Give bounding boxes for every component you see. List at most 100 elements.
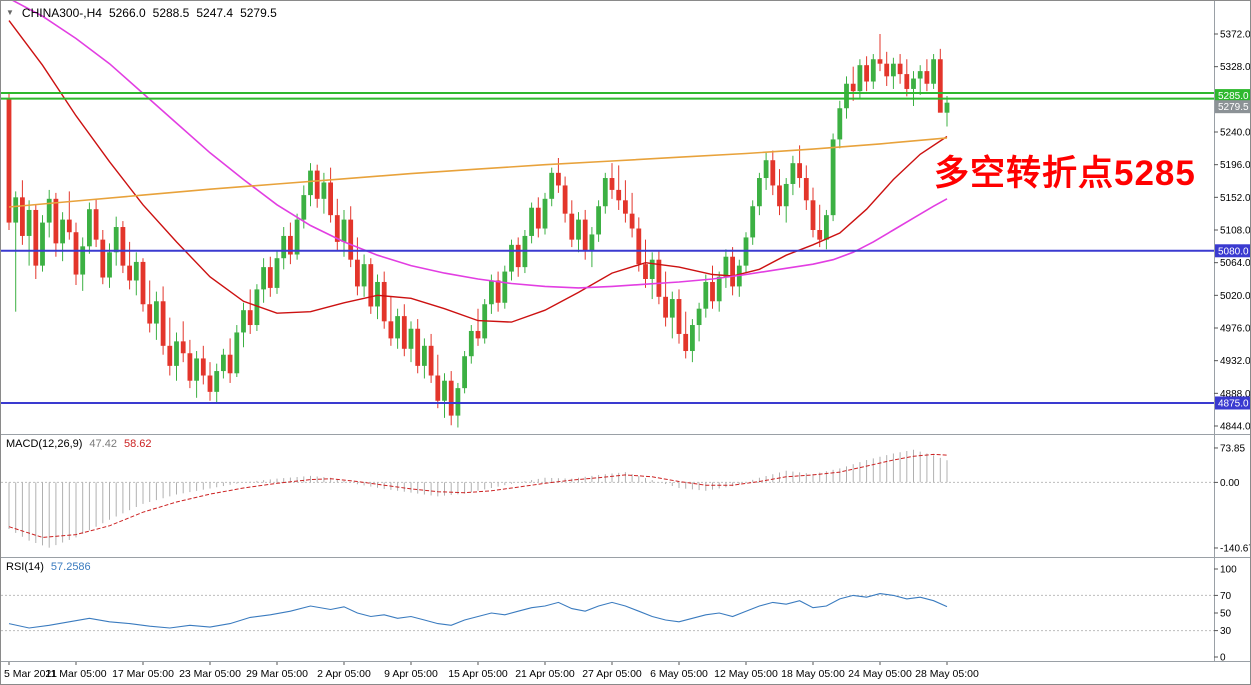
candle-body-down (803, 178, 809, 201)
candle-body-up (589, 234, 595, 251)
macd-scale-label: -140.67 (1220, 543, 1251, 554)
candle-body-up (824, 215, 829, 240)
macd-scale-label: 0.00 (1220, 478, 1240, 489)
candle-body-down (160, 301, 166, 346)
annotation-text[interactable]: 多空转折点5285 (934, 154, 1196, 193)
candle-body-down (415, 328, 421, 366)
candle-body-up (442, 380, 447, 401)
price-badge-gray (1215, 100, 1250, 114)
candle-body-up (911, 78, 916, 89)
candle-body-down (20, 197, 25, 236)
candle-body-up (462, 356, 467, 389)
price-badge-green (1215, 89, 1250, 103)
candle-body-up (870, 59, 876, 82)
candle-body-up (254, 289, 260, 326)
candle-body-down (562, 185, 568, 214)
candle-body-down (288, 235, 293, 255)
candle-body-down (33, 209, 39, 266)
candle-body-down (328, 182, 333, 216)
price-scale-label: 4844.0 (1220, 422, 1251, 433)
candle-body-up (194, 358, 199, 381)
candle-body-up (649, 259, 655, 279)
candle-body-down (247, 310, 253, 326)
candle-body-up (602, 178, 608, 207)
guide-lines-layer (1, 481, 1214, 632)
macd-layer (8, 449, 948, 548)
price-badge-label: 5279.5 (1218, 102, 1249, 113)
ma-magenta-line (12, 1, 948, 289)
candle-body-down (582, 219, 588, 251)
candle-body-up (669, 299, 675, 318)
candle-body-up (341, 219, 347, 242)
candle-body-up (308, 170, 313, 196)
time-axis-label: 15 Apr 05:00 (448, 668, 508, 680)
candle-body-up (174, 341, 179, 366)
candle-body-down (200, 358, 206, 376)
candle-body-up (723, 256, 729, 277)
candle-body-down (147, 304, 153, 324)
frame-layer (1, 1, 1250, 662)
rsi-scale-label: 100 (1220, 565, 1237, 576)
candle-body-down (127, 265, 132, 281)
candle-body-up (80, 246, 86, 275)
candle-body-up (757, 178, 762, 207)
time-axis-label: 27 Apr 05:00 (582, 668, 642, 680)
candle-body-down (937, 59, 943, 113)
candle-body-up (234, 332, 240, 374)
candle-body-up (837, 108, 843, 140)
candle-body-up (133, 261, 139, 281)
candle-body-up (241, 310, 246, 333)
rsi-scale-label: 0 (1220, 653, 1226, 664)
candle-body-up (502, 271, 508, 303)
candle-body-down (897, 63, 903, 75)
candle-body-up (468, 330, 474, 357)
macd-panel-header: MACD(12,26,9) 47.42 58.62 (6, 438, 151, 450)
candle-body-down (73, 232, 79, 275)
candle-body-down (267, 267, 273, 288)
candle-body-up (542, 198, 548, 229)
candle-body-down (777, 185, 782, 207)
candle-body-down (6, 98, 12, 223)
rsi-scale-label: 70 (1220, 591, 1232, 602)
candle-body-down (556, 172, 561, 186)
candle-body-up (830, 139, 836, 216)
price-badge-blue (1215, 244, 1250, 258)
candle-body-up (214, 371, 220, 392)
candle-body-down (355, 259, 360, 287)
time-axis-label: 24 May 05:00 (848, 668, 912, 680)
candle-body-down (475, 330, 481, 339)
price-scale-label: 4932.0 (1220, 356, 1251, 367)
time-axis-label: 23 Mar 05:00 (179, 668, 241, 680)
candle-body-down (167, 345, 173, 366)
time-axis-label: 6 May 05:00 (650, 668, 708, 680)
candle-body-down (535, 207, 541, 229)
candle-body-up (596, 206, 601, 235)
price-scale-label: 5328.0 (1220, 62, 1251, 73)
candle-body-down (924, 71, 930, 84)
rsi-panel-header: RSI(14) 57.2586 (6, 561, 91, 573)
open-value: 5266.0 (108, 6, 146, 20)
price-scale-label: 4888.0 (1220, 389, 1251, 400)
candle-body-up (422, 345, 427, 366)
candle-body-up (703, 281, 709, 309)
one-click-trading-arrow-icon[interactable]: ▼ (6, 8, 14, 17)
candle-body-up (274, 258, 280, 288)
candle-body-up (395, 316, 400, 339)
symbol-period-label: CHINA300-,H4 (21, 6, 102, 20)
price-scale-label: 5108.0 (1220, 226, 1251, 237)
price-scale-label: 5240.0 (1220, 128, 1251, 139)
candle-body-down (770, 160, 776, 186)
candle-body-down (656, 259, 662, 297)
rsi-layer (8, 593, 948, 629)
candle-body-down (663, 296, 668, 318)
rsi-value: 57.2586 (50, 561, 91, 573)
levels-layer[interactable] (1, 92, 1214, 404)
candle-body-up (576, 219, 581, 240)
price-badge-label: 5080.0 (1218, 246, 1249, 257)
candle-body-down (730, 256, 735, 287)
candle-body-up (281, 235, 287, 259)
